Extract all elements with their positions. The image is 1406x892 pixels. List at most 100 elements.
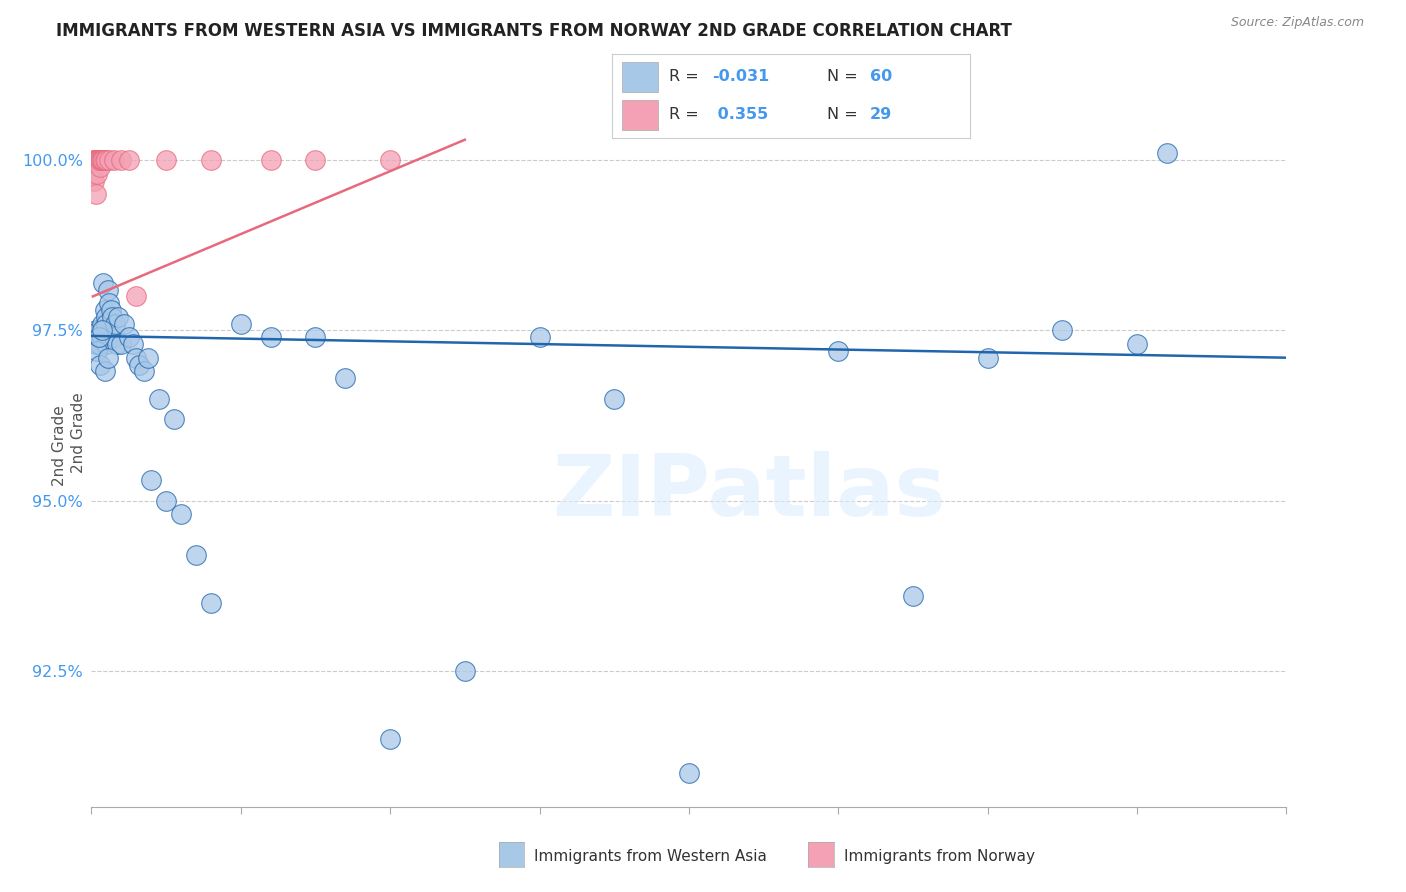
- Point: [335, 371, 357, 385]
- Text: 2nd Grade: 2nd Grade: [52, 406, 66, 486]
- Point: [90, 317, 112, 331]
- Point: [89, 153, 111, 168]
- Point: [97, 351, 120, 365]
- Text: Immigrants from Western Asia: Immigrants from Western Asia: [534, 849, 768, 863]
- Point: [304, 153, 326, 168]
- Text: N =: N =: [827, 107, 863, 122]
- Point: [90, 153, 112, 168]
- Text: 60: 60: [870, 70, 891, 85]
- Point: [94, 303, 117, 318]
- Point: [90, 330, 112, 344]
- Point: [229, 317, 252, 331]
- Point: [1126, 337, 1149, 351]
- Point: [122, 337, 145, 351]
- Point: [304, 330, 326, 344]
- Point: [105, 337, 128, 351]
- Point: [84, 323, 107, 337]
- Point: [104, 317, 127, 331]
- Point: [827, 343, 849, 358]
- Point: [107, 310, 129, 324]
- Point: [96, 317, 118, 331]
- Point: [97, 283, 120, 297]
- Text: 0.355: 0.355: [711, 107, 768, 122]
- Point: [454, 664, 477, 678]
- Point: [93, 153, 115, 168]
- Point: [259, 330, 281, 344]
- Point: [259, 153, 281, 168]
- Point: [98, 296, 121, 310]
- Point: [162, 412, 184, 426]
- Point: [118, 330, 141, 344]
- Point: [901, 589, 924, 603]
- Text: R =: R =: [669, 70, 704, 85]
- Point: [103, 153, 125, 168]
- Text: Source: ZipAtlas.com: Source: ZipAtlas.com: [1230, 16, 1364, 29]
- Point: [132, 364, 155, 378]
- Point: [101, 310, 124, 324]
- Point: [83, 153, 105, 168]
- Point: [90, 153, 112, 168]
- Point: [110, 153, 132, 168]
- Point: [378, 732, 402, 747]
- Point: [100, 303, 122, 318]
- Point: [112, 317, 135, 331]
- Point: [93, 276, 115, 290]
- Text: ZIPatlas: ZIPatlas: [551, 451, 946, 534]
- Point: [84, 153, 107, 168]
- Y-axis label: 2nd Grade: 2nd Grade: [70, 392, 86, 473]
- Point: [86, 153, 108, 168]
- Point: [529, 330, 551, 344]
- Point: [103, 330, 125, 344]
- Point: [94, 153, 117, 168]
- Text: -0.031: -0.031: [711, 70, 769, 85]
- Point: [184, 548, 207, 562]
- Point: [86, 153, 108, 168]
- Text: 29: 29: [870, 107, 891, 122]
- Point: [83, 173, 105, 187]
- Text: Immigrants from Norway: Immigrants from Norway: [844, 849, 1035, 863]
- Bar: [623, 62, 658, 92]
- Point: [87, 153, 110, 168]
- Point: [136, 351, 159, 365]
- Point: [96, 153, 118, 168]
- Point: [1156, 146, 1178, 161]
- Point: [89, 358, 111, 372]
- Point: [125, 289, 148, 303]
- Bar: [623, 100, 658, 130]
- Point: [86, 330, 108, 344]
- Point: [84, 337, 107, 351]
- Point: [96, 310, 118, 324]
- Text: IMMIGRANTS FROM WESTERN ASIA VS IMMIGRANTS FROM NORWAY 2ND GRADE CORRELATION CHA: IMMIGRANTS FROM WESTERN ASIA VS IMMIGRAN…: [56, 22, 1012, 40]
- Point: [86, 167, 108, 181]
- Point: [118, 153, 141, 168]
- Point: [976, 351, 998, 365]
- Point: [1052, 323, 1074, 337]
- Point: [87, 330, 110, 344]
- Point: [82, 167, 104, 181]
- Point: [87, 337, 110, 351]
- Point: [87, 330, 110, 344]
- Point: [200, 153, 222, 168]
- Point: [125, 351, 148, 365]
- Point: [96, 337, 118, 351]
- Point: [89, 160, 111, 174]
- Point: [678, 766, 700, 780]
- Point: [86, 343, 108, 358]
- Point: [94, 364, 117, 378]
- Point: [603, 392, 626, 406]
- Point: [83, 330, 105, 344]
- Point: [98, 153, 121, 168]
- Point: [87, 153, 110, 168]
- Point: [87, 323, 110, 337]
- Text: N =: N =: [827, 70, 863, 85]
- Point: [378, 153, 402, 168]
- Point: [155, 493, 177, 508]
- Point: [110, 337, 132, 351]
- Point: [89, 330, 111, 344]
- Point: [84, 187, 107, 202]
- Point: [170, 508, 193, 522]
- Point: [200, 596, 222, 610]
- Point: [155, 153, 177, 168]
- Point: [93, 323, 115, 337]
- Point: [128, 358, 150, 372]
